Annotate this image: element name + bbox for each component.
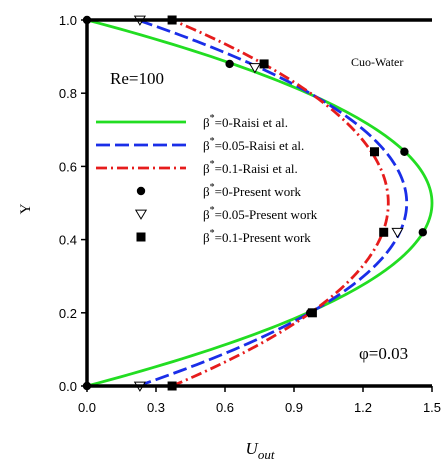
legend-label-1-sup: * (210, 136, 215, 147)
legend: β*=0-Raisi et al.β*=0.05-Raisi et al.β*=… (96, 113, 318, 245)
annotation-phi: φ=0.03 (359, 344, 408, 363)
legend-label-1-text: =0.05-Raisi et al. (215, 138, 305, 153)
legend-label-2-sup: * (210, 159, 215, 170)
series-3-point-2 (400, 147, 409, 156)
curves-layer (86, 18, 434, 388)
legend-label-5-sup: * (210, 228, 215, 239)
series-line-2 (171, 18, 390, 388)
series-5-point-2 (370, 147, 379, 157)
y-tick-label-3: 0.6 (59, 159, 77, 174)
legend-label-1-symbol: β (203, 138, 210, 153)
legend-label-5-text: =0.1-Present work (215, 230, 312, 245)
x-axis-label-sub: out (258, 447, 275, 460)
x-axis-label: Uout (246, 439, 275, 460)
series-4-point-2 (391, 227, 404, 239)
legend-label-3: β*=0-Present work (203, 182, 302, 199)
annotation-fluid: Cuo-Water (351, 55, 403, 69)
legend-label-4: β*=0.05-Present work (203, 205, 318, 222)
legend-label-3-sup: * (210, 182, 215, 193)
y-tick-label-1: 0.2 (59, 306, 77, 321)
series-5-point-4 (307, 308, 317, 318)
x-tick-label-4: 1.2 (354, 400, 372, 415)
annotation-reynolds: Re=100 (110, 69, 164, 88)
x-axis-label-main: U (246, 439, 260, 458)
legend-label-2: β*=0.1-Raisi et al. (203, 159, 298, 176)
legend-label-0-text: =0-Raisi et al. (215, 115, 288, 130)
legend-swatch-4 (134, 209, 148, 220)
legend-label-2-symbol: β (203, 161, 210, 176)
legend-swatch-5 (136, 232, 146, 242)
y-axis-label: Y (18, 203, 34, 214)
series-5-point-1 (259, 59, 269, 69)
legend-swatch-3 (136, 186, 146, 196)
legend-label-1: β*=0.05-Raisi et al. (203, 136, 304, 153)
legend-label-2-text: =0.1-Raisi et al. (215, 161, 298, 176)
x-tick-label-2: 0.6 (216, 400, 234, 415)
y-tick-label-0: 0.0 (59, 379, 77, 394)
legend-label-4-text: =0.05-Present work (215, 207, 318, 222)
legend-label-0-symbol: β (203, 115, 210, 130)
x-tick-label-1: 0.3 (147, 400, 165, 415)
legend-label-0: β*=0-Raisi et al. (203, 113, 288, 130)
legend-label-3-symbol: β (203, 184, 210, 199)
x-tick-label-0: 0.0 (78, 400, 96, 415)
legend-label-0-sup: * (210, 113, 215, 124)
y-tick-label-4: 0.8 (59, 86, 77, 101)
legend-label-5: β*=0.1-Present work (203, 228, 311, 245)
series-line-0 (86, 18, 434, 388)
legend-label-4-sup: * (210, 205, 215, 216)
series-line-1 (137, 18, 409, 388)
series-3-point-3 (418, 228, 427, 237)
series-5-point-3 (379, 227, 389, 237)
series-3-point-1 (225, 59, 234, 69)
x-tick-label-3: 0.9 (285, 400, 303, 415)
y-tick-label-5: 1.0 (59, 13, 77, 28)
y-tick-label-2: 0.4 (59, 233, 77, 248)
legend-label-4-symbol: β (203, 207, 210, 222)
legend-label-3-text: =0-Present work (215, 184, 302, 199)
axes-layer: 0.0 0.3 0.6 0.9 1.2 1.5 0.0 0.2 0.4 0.6 0.8 1.0 (59, 13, 441, 415)
x-tick-label-5: 1.5 (423, 400, 441, 415)
series-4-point-1 (248, 63, 261, 74)
legend-label-5-symbol: β (203, 230, 210, 245)
